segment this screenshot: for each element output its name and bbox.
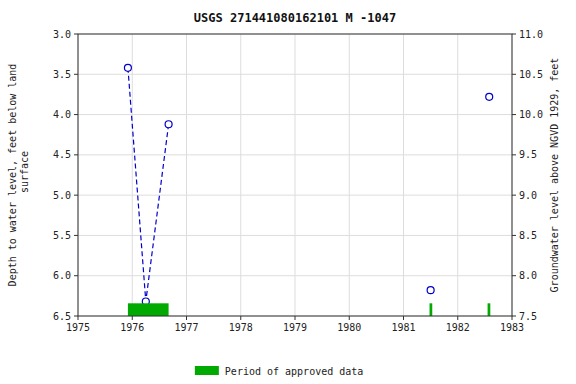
y2-axis-label: Groundwater level above NGVD 1929, feet [549,58,560,293]
y2-tick-label: 10.5 [519,69,543,80]
approved-period-bar [430,303,433,316]
y2-tick [512,195,516,196]
y2-tick-label: 10.0 [519,109,543,120]
background [0,0,576,384]
x-tick [295,316,296,320]
grid [78,34,512,316]
y-tick [74,34,78,35]
grid-line-y [78,74,512,75]
grid-line-y [78,154,512,155]
y-tick-label: 5.0 [53,190,71,201]
y-tick [74,154,78,155]
y-tick [74,114,78,115]
y-axis-label-line: Depth to water level, feet below land [7,64,18,287]
plot-frame [78,34,512,316]
chart: 1975 1976 1977 1978 1979 1980 1981 1982 1983 3.0 3… [0,0,576,384]
grid-line-x [349,34,350,316]
x-tick [457,316,458,320]
legend: Period of approved data [195,366,363,377]
y2-tick-label: 11.0 [519,29,543,40]
y2-tick-label: 7.5 [519,311,537,322]
grid-line-y [78,275,512,276]
y2-tick-label: 9.0 [519,190,537,201]
axes: 1975 1976 1977 1978 1979 1980 1981 1982 1983 3.0 3… [53,29,543,334]
approved-period-bar [128,303,169,316]
y2-tick [512,235,516,236]
legend-label: Period of approved data [225,366,363,377]
x-tick-label: 1983 [500,322,524,333]
x-tick-label: 1981 [391,322,415,333]
y2-tick [512,154,516,155]
x-tick [512,316,513,320]
x-tick [78,316,79,320]
y-tick-label: 6.5 [53,311,71,322]
x-tick-label: 1975 [66,322,90,333]
data-point [124,64,131,71]
y-axis-label-line: surface [19,151,30,199]
y-tick [74,275,78,276]
grid-line-x [403,34,404,316]
grid-line-x [457,34,458,316]
x-tick-label: 1982 [446,322,470,333]
x-tick [240,316,241,320]
y2-tick [512,316,516,317]
data-point [486,93,493,100]
x-tick-label: 1978 [229,322,253,333]
y2-tick [512,74,516,75]
y-tick-label: 4.5 [53,149,71,160]
grid-line-x [132,34,133,316]
x-tick-label: 1977 [174,322,198,333]
y-tick-label: 4.0 [53,109,71,120]
y2-tick-label: 8.0 [519,270,537,281]
x-tick-label: 1976 [120,322,144,333]
y-tick [74,316,78,317]
x-tick [403,316,404,320]
x-tick [349,316,350,320]
y-tick-label: 3.5 [53,69,71,80]
y-tick [74,235,78,236]
y2-tick [512,114,516,115]
x-tick [186,316,187,320]
y2-tick-label: 8.5 [519,230,537,241]
x-tick [132,316,133,320]
y-tick [74,195,78,196]
y2-tick-label: 9.5 [519,149,537,160]
x-tick-label: 1979 [283,322,307,333]
y2-tick [512,34,516,35]
title: USGS 271441080162101 M -1047 [194,11,396,25]
approved-period-bar [488,303,491,316]
y-tick-label: 3.0 [53,29,71,40]
grid-line-y [78,114,512,115]
y-tick [74,74,78,75]
grid-line-x [186,34,187,316]
data-group [124,64,492,316]
data-point [165,121,172,128]
grid-line-x [240,34,241,316]
y-tick-label: 6.0 [53,270,71,281]
y2-tick [512,275,516,276]
connecting-line [128,68,169,302]
grid-line-x [295,34,296,316]
legend-swatch [195,366,219,375]
y-axis-label: Depth to water level, feet below land su… [7,64,30,287]
y-tick-label: 5.5 [53,230,71,241]
data-point [427,287,434,294]
grid-line-y [78,195,512,196]
grid-line-y [78,235,512,236]
x-tick-label: 1980 [337,322,361,333]
